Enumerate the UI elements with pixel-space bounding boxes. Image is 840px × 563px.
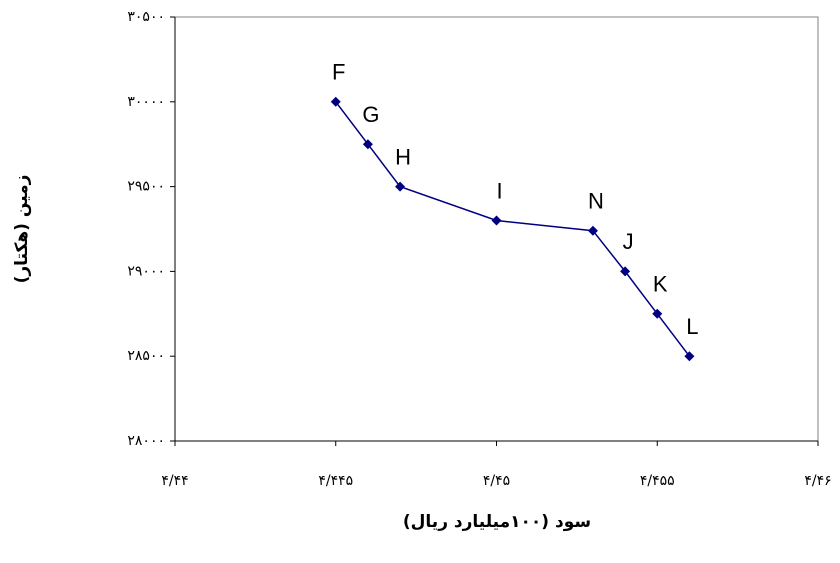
y-tick-label: ۲۸۵۰۰ xyxy=(127,348,165,364)
marker xyxy=(491,215,502,226)
marker xyxy=(362,139,373,150)
y-tick-label: ۲۹۰۰۰ xyxy=(127,263,165,279)
x-tick-label: ۴/۴۵ xyxy=(483,473,510,489)
point-label: K xyxy=(653,272,668,297)
x-axis-title: سود (۱۰۰میلیارد ریال) xyxy=(403,512,591,532)
point-label: H xyxy=(395,144,411,169)
y-tick-label: ۳۰۰۰۰ xyxy=(127,94,165,110)
x-tick-label: ۴/۴۴۵ xyxy=(318,473,353,489)
marker xyxy=(330,96,341,107)
x-tick-label: ۴/۴۴ xyxy=(161,473,188,489)
y-tick-label: ۲۸۰۰۰ xyxy=(127,433,165,449)
x-tick-label: ۴/۴۵۵ xyxy=(640,473,675,489)
point-label: F xyxy=(332,60,345,85)
y-tick-label: ۳۰۵۰۰ xyxy=(127,9,165,25)
point-label: I xyxy=(496,178,502,203)
point-label: L xyxy=(686,314,698,339)
y-axis-title: زمین (هکتار) xyxy=(12,175,32,284)
x-tick-label: ۴/۴۶ xyxy=(804,473,831,489)
plot-frame xyxy=(174,16,819,442)
marker xyxy=(395,181,406,192)
point-label: G xyxy=(362,102,379,127)
point-label: N xyxy=(588,189,604,214)
y-tick-label: ۲۹۵۰۰ xyxy=(127,179,165,195)
marker xyxy=(684,351,695,362)
marker xyxy=(587,225,598,236)
point-label: J xyxy=(623,229,634,254)
marker xyxy=(652,308,663,319)
line xyxy=(335,101,690,357)
marker xyxy=(620,266,631,277)
